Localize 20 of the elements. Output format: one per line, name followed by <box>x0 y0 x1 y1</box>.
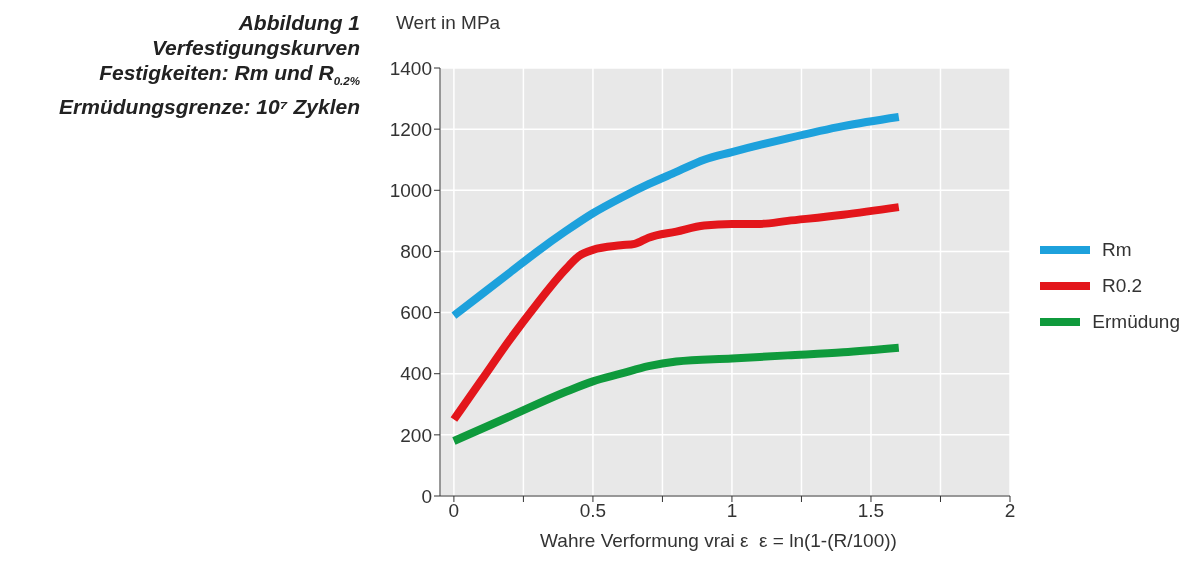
legend-label: Ermüdung <box>1091 310 1180 334</box>
chart-title: Abbildung 1 <box>237 10 360 35</box>
x-tick-label: 1 <box>726 500 738 522</box>
text: Verfestigungskurven Festigkeiten: Rm und R$_{0.2%}$ Ermüdungsgrenze: 10⁷ Zyklen <box>59 36 360 119</box>
y-axis-title: Wert in MPa <box>396 12 501 34</box>
y-tick-label: 600 <box>400 302 432 324</box>
y-tick-label: 200 <box>400 424 432 446</box>
x-tick-label: 0 <box>448 500 460 522</box>
x-tick-label: 0.5 <box>579 500 607 522</box>
legend-label: Rm <box>1101 238 1133 262</box>
y-tick-label: 1000 <box>389 180 432 202</box>
y-tick-label: 400 <box>400 363 432 385</box>
y-tick-label: 1400 <box>389 57 432 79</box>
x-axis-title: Wahre Verformung vrai ε ε = ln(1-(R/100)) <box>539 530 898 552</box>
x-tick-label: 1.5 <box>857 500 885 522</box>
y-tick-label: 0 <box>421 485 432 507</box>
y-tick-label: 800 <box>400 241 432 263</box>
x-tick-label: 2 <box>1004 500 1016 522</box>
legend-label: R0.2 <box>1101 274 1144 298</box>
y-tick-label: 1200 <box>389 118 432 140</box>
